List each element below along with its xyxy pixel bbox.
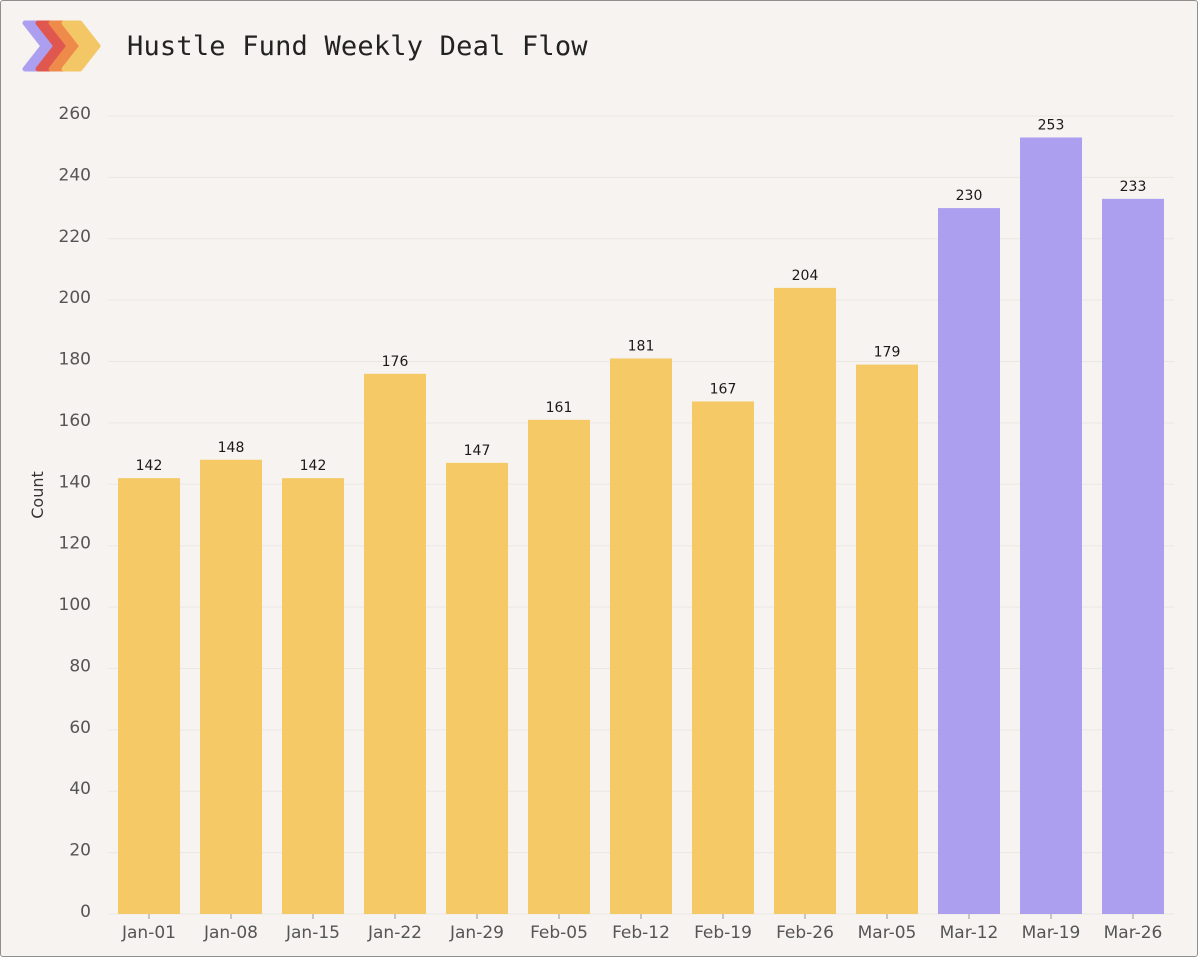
bar — [1020, 137, 1082, 914]
x-tick-label: Jan-22 — [367, 923, 422, 943]
y-tick-label: 140 — [59, 472, 91, 492]
x-tick-label: Mar-12 — [940, 923, 999, 943]
chart-title: Hustle Fund Weekly Deal Flow — [127, 30, 588, 62]
bar-value-label: 161 — [546, 400, 573, 416]
bar-value-label: 230 — [956, 188, 983, 204]
bar — [200, 459, 262, 914]
x-axis: Jan-01 Jan-08 Jan-15 Jan-22 Jan-29 Feb-05 Feb-… — [121, 914, 1162, 943]
x-tick-label: Jan-15 — [285, 923, 340, 943]
y-tick-label: 180 — [59, 350, 91, 370]
bar — [856, 364, 918, 915]
y-tick-label: 100 — [59, 595, 91, 615]
y-axis: 0 20 40 60 80 100 120 140 160 180 200 220 240 260 — [59, 104, 91, 922]
bar — [528, 419, 590, 914]
chevrons-logo-icon — [22, 20, 101, 72]
bar-value-label: 147 — [464, 443, 491, 459]
y-tick-label: 160 — [59, 411, 91, 431]
bar-value-label: 167 — [710, 381, 737, 397]
bar-value-label: 253 — [1038, 117, 1065, 133]
x-tick-label: Feb-19 — [694, 923, 752, 943]
x-tick-label: Jan-08 — [203, 923, 258, 943]
bar-value-label: 179 — [874, 345, 901, 361]
x-tick-label: Mar-05 — [858, 923, 917, 943]
y-tick-label: 260 — [59, 104, 91, 124]
y-tick-label: 200 — [59, 288, 91, 308]
x-tick-label: Mar-19 — [1022, 923, 1081, 943]
x-tick-label: Mar-26 — [1104, 923, 1163, 943]
x-tick-label: Jan-01 — [121, 923, 176, 943]
bar-value-label: 176 — [382, 354, 409, 370]
bar — [692, 401, 754, 914]
bar — [364, 373, 426, 914]
bar — [446, 462, 508, 914]
y-tick-label: 80 — [69, 656, 91, 676]
bar-labels: 142 148 142 176 147 161 181 167 204 179 230 253 233 — [136, 117, 1147, 474]
bar-value-label: 204 — [792, 268, 819, 284]
bars — [118, 137, 1164, 915]
y-tick-label: 120 — [59, 534, 91, 554]
bar — [118, 478, 180, 914]
bar — [774, 287, 836, 914]
bar-value-label: 142 — [136, 458, 163, 474]
y-tick-label: 220 — [59, 227, 91, 247]
bar — [610, 358, 672, 914]
x-tick-label: Feb-05 — [530, 923, 588, 943]
x-tick-label: Jan-29 — [449, 923, 504, 943]
bar-value-label: 233 — [1120, 179, 1147, 195]
y-tick-label: 40 — [69, 779, 91, 799]
y-tick-label: 240 — [59, 165, 91, 185]
bar-value-label: 142 — [300, 458, 327, 474]
bar-value-label: 181 — [628, 338, 655, 354]
bar — [938, 208, 1000, 915]
logo-chevron — [61, 20, 101, 72]
y-axis-title: Count — [28, 471, 47, 519]
bar-value-label: 148 — [218, 440, 245, 456]
y-tick-label: 0 — [80, 902, 91, 922]
y-tick-label: 20 — [69, 841, 91, 861]
y-tick-label: 60 — [69, 718, 91, 738]
header: Hustle Fund Weekly Deal Flow — [19, 15, 588, 77]
x-tick-label: Feb-12 — [612, 923, 670, 943]
bar — [1102, 198, 1164, 914]
bar — [282, 478, 344, 914]
x-tick-label: Feb-26 — [776, 923, 834, 943]
